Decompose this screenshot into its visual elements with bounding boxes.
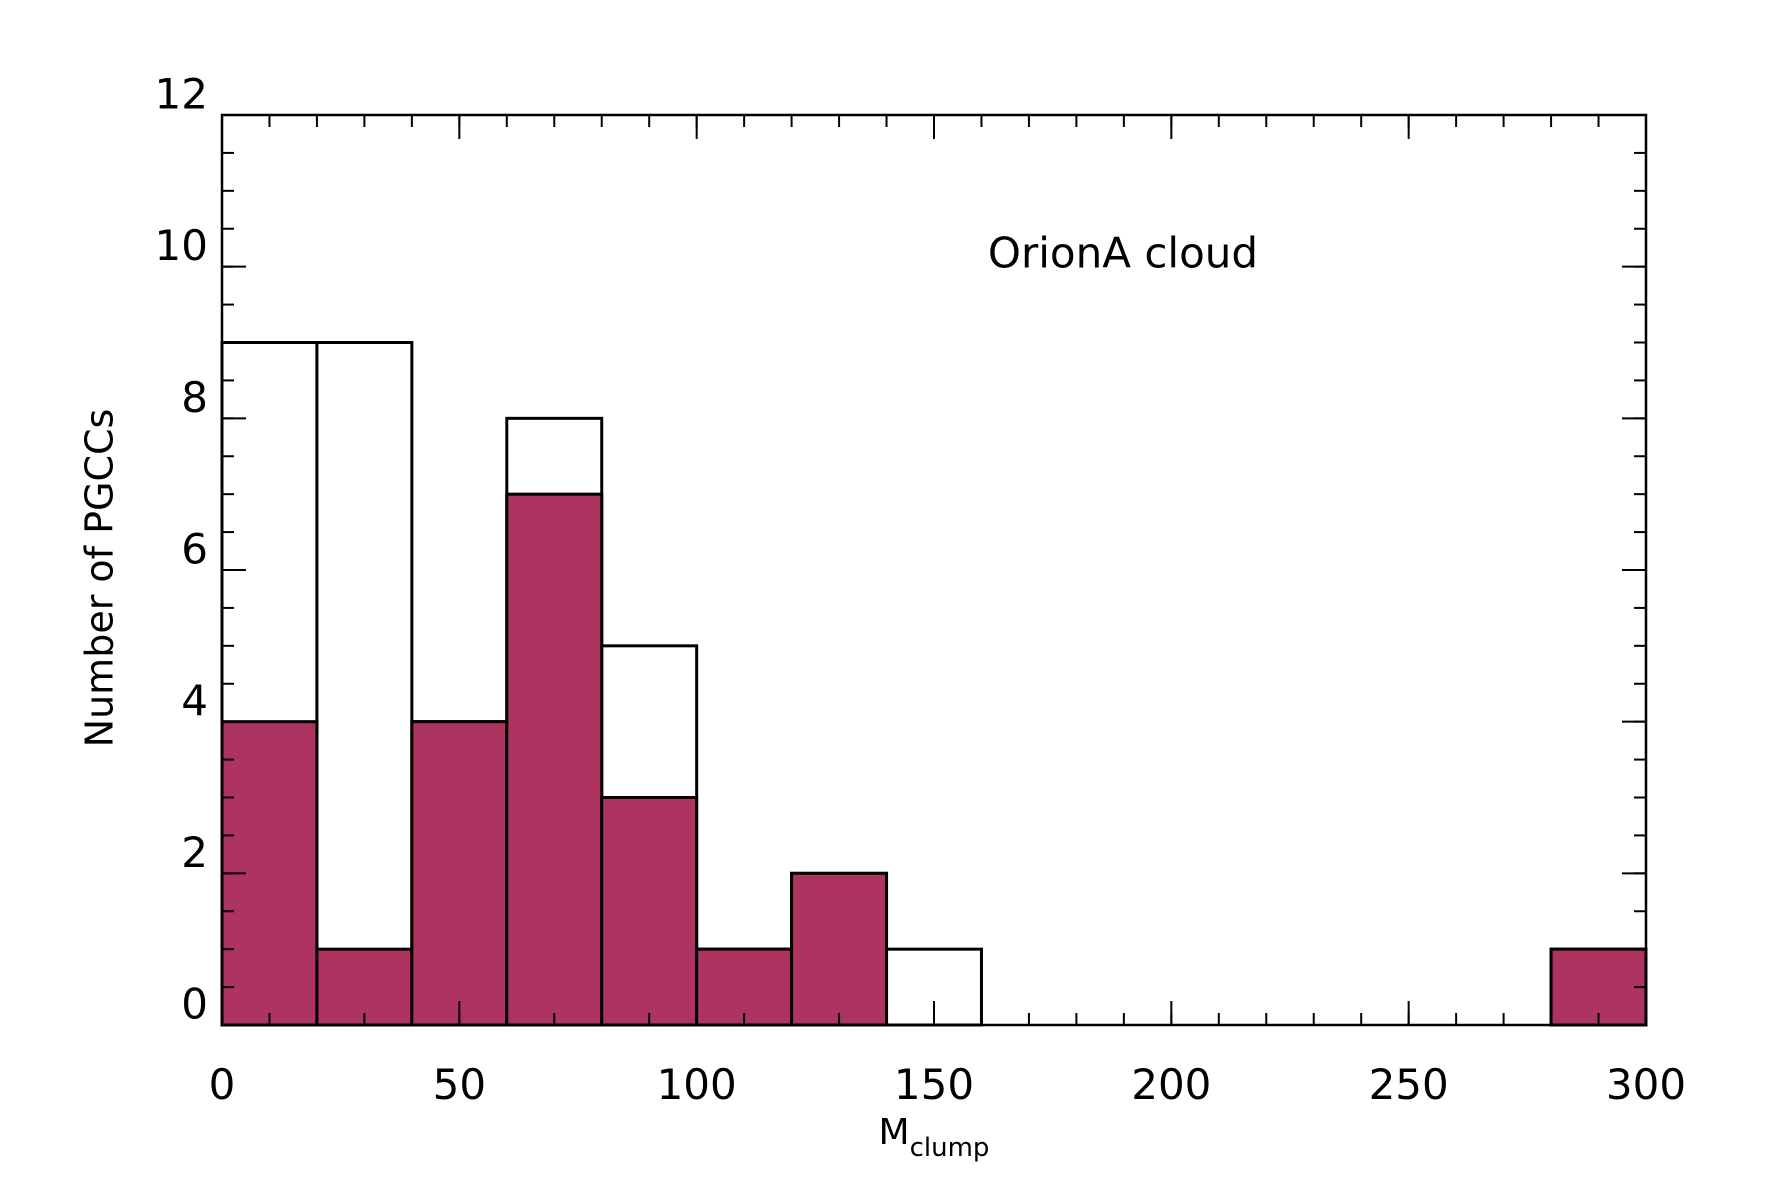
x-axis-label-main: M	[879, 1112, 910, 1153]
y-tick-label: 2	[181, 828, 208, 877]
x-axis-label: Mclump	[879, 1112, 990, 1163]
x-axis-label-sub: clump	[910, 1133, 990, 1163]
y-tick-label: 4	[181, 676, 208, 725]
annotation: OrionA cloud	[988, 229, 1258, 278]
x-tick-label: 0	[209, 1060, 236, 1109]
x-tick-label: 250	[1369, 1060, 1449, 1109]
y-tick-label: 8	[181, 373, 208, 422]
bar	[790, 871, 889, 1027]
y-axis-label: Number of PGCCs	[78, 409, 122, 748]
bar	[505, 492, 604, 1027]
y-tick-label: 12	[155, 70, 208, 119]
x-tick-label: 150	[894, 1060, 974, 1109]
y-tick-label: 0	[181, 980, 208, 1029]
bar	[315, 341, 414, 1027]
x-tick-label: 200	[1131, 1060, 1211, 1109]
y-tick-label: 10	[155, 221, 208, 270]
x-tick-label: 50	[433, 1060, 486, 1109]
bar	[1549, 947, 1648, 1027]
x-tick-label: 300	[1606, 1060, 1686, 1109]
bar	[600, 796, 699, 1027]
bar	[410, 720, 509, 1027]
y-tick-label: 6	[181, 525, 208, 574]
bar	[315, 947, 414, 1027]
x-tick-label: 100	[657, 1060, 737, 1109]
